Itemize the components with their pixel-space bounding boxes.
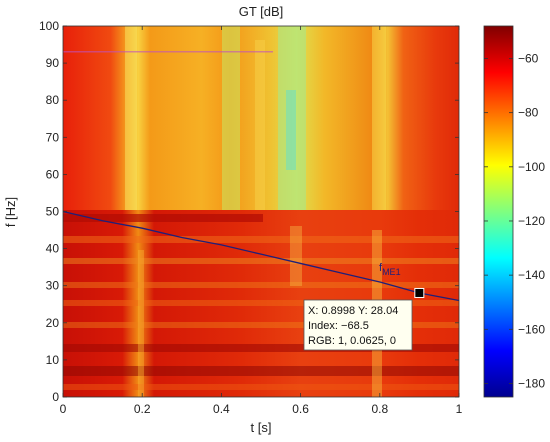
colorbar-tick-label: −120 xyxy=(518,214,545,228)
heatmap-streak xyxy=(286,90,296,170)
series-line-fme1 xyxy=(62,210,460,302)
heatmap-band xyxy=(63,322,459,328)
heatmap-streak xyxy=(125,26,137,212)
heatmap-band xyxy=(63,282,459,288)
datatip-line1: X: 0.8998 Y: 28.04 xyxy=(308,305,398,317)
datatip[interactable]: X: 0.8998 Y: 28.04 Index: −68.5 RGB: 1, … xyxy=(303,287,425,351)
heatmap-artifact-line xyxy=(63,51,273,53)
y-axis-label: f [Hz] xyxy=(3,197,18,227)
series-label-sub: ME1 xyxy=(382,267,401,277)
datatip-box xyxy=(303,299,413,351)
heatmap xyxy=(63,26,459,397)
heatmap-band xyxy=(63,258,459,264)
colorbar xyxy=(483,25,514,398)
colorbar-tick-label: −140 xyxy=(518,268,545,282)
y-tick-label: 20 xyxy=(46,316,60,330)
x-tick-label: 0 xyxy=(60,402,67,416)
series-label: fME1 xyxy=(379,262,401,277)
y-tick-label: 10 xyxy=(46,353,60,367)
x-tick-label: 0.2 xyxy=(134,402,151,416)
y-tick-label: 50 xyxy=(46,205,60,219)
y-tick-label: 0 xyxy=(52,390,59,404)
y-tick-label: 40 xyxy=(46,242,60,256)
heatmap-band xyxy=(63,344,459,352)
heatmap-streak xyxy=(290,226,302,286)
heatmap-band xyxy=(63,384,459,390)
x-axis-label: t [s] xyxy=(251,420,272,435)
heatmap-band xyxy=(63,300,459,306)
x-tick-label: 0.4 xyxy=(213,402,230,416)
datatip-marker[interactable] xyxy=(414,287,425,298)
heatmap-streak xyxy=(222,26,240,226)
y-tick-label: 100 xyxy=(39,19,59,33)
colorbar-tick-label: −80 xyxy=(518,106,539,120)
y-tick-label: 60 xyxy=(46,167,60,181)
heatmap-streak xyxy=(138,250,144,397)
series-label-main: f xyxy=(379,262,383,274)
datatip-line3: RGB: 1, 0.0625, 0 xyxy=(308,335,396,347)
x-axis: 0 0.2 0.4 0.6 0.8 1 xyxy=(60,26,463,416)
colorbar-tick-label: −160 xyxy=(518,322,545,336)
heatmap-streak xyxy=(372,26,386,226)
y-tick-label: 70 xyxy=(46,130,60,144)
y-tick-label: 80 xyxy=(46,93,60,107)
y-tick-label: 30 xyxy=(46,279,60,293)
x-tick-label: 0.8 xyxy=(371,402,388,416)
y-axis: 0 10 20 30 40 50 60 70 80 90 100 xyxy=(39,19,459,404)
x-tick-label: 1 xyxy=(456,402,463,416)
y-tick-label: 90 xyxy=(46,56,60,70)
colorbar-tick-label: −180 xyxy=(518,376,545,390)
colorbar-tick-label: −100 xyxy=(518,160,545,174)
chart-title: GT [dB] xyxy=(239,4,284,19)
colorbar-ticks: −60 −80 −100 −120 −140 −160 −180 xyxy=(484,51,545,390)
heatmap-band xyxy=(63,366,459,376)
heatmap-streak xyxy=(255,40,265,210)
datatip-line2: Index: −68.5 xyxy=(308,320,369,332)
heatmap-band xyxy=(63,214,263,222)
heatmap-band xyxy=(63,236,459,243)
colorbar-tick-label: −60 xyxy=(518,51,539,65)
x-tick-label: 0.6 xyxy=(292,402,309,416)
